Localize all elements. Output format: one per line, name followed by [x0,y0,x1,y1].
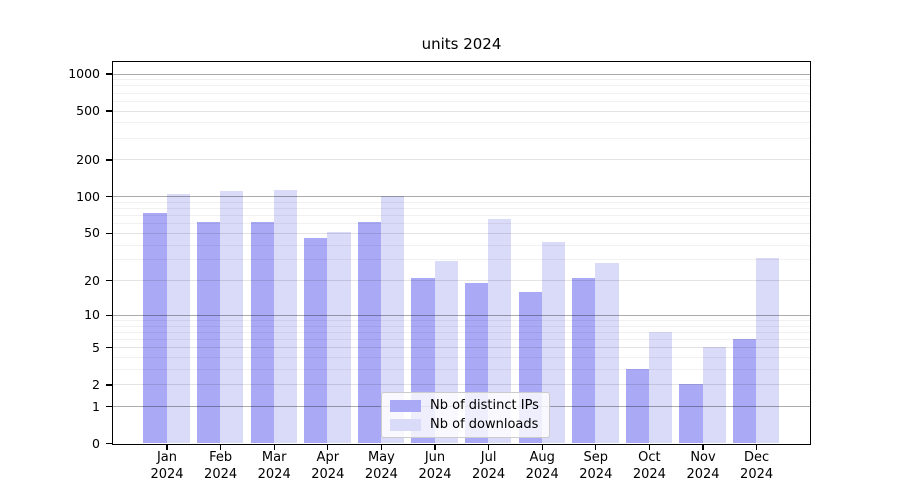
bar-distinct-ips-11 [679,384,703,444]
x-tick-mark [166,445,168,450]
y-tick-label: 5 [92,339,100,355]
bar-downloads-3 [273,190,297,444]
x-tick-label: Oct 2024 [632,450,666,482]
legend-item-distinct-ips: Nb of distinct IPs [390,398,539,413]
x-tick-mark [273,445,275,450]
y-tick-mark [106,347,113,349]
y-tick-label: 500 [76,102,100,118]
gridline-minor [113,79,810,81]
x-tick-mark [541,445,543,450]
x-tick-mark [219,445,222,450]
y-tick-mark [106,280,113,282]
x-tick-mark [755,445,758,450]
gridline [113,196,810,198]
bar-downloads-11 [702,347,726,444]
bar-downloads-5 [381,196,405,444]
x-tick-mark [380,445,383,450]
y-tick-label: 100 [76,188,100,204]
x-tick-mark [434,445,436,450]
y-tick-mark [106,384,113,386]
gridline-minor [113,122,810,124]
y-tick-label: 20 [84,272,100,288]
y-tick-mark [106,159,113,161]
legend-swatch-downloads [390,418,421,431]
gridline-minor [113,208,810,210]
plot-area [112,61,811,445]
x-tick-label: Feb 2024 [204,450,238,482]
chart-title: units 2024 [421,35,502,53]
gridline [113,110,810,112]
bar-downloads-1 [166,194,190,444]
x-tick-label: Jan 2024 [150,450,184,482]
x-tick-label: Apr 2024 [311,450,345,482]
legend-label-distinct-ips: Nb of distinct IPs [430,398,539,413]
y-tick-mark [106,73,113,75]
y-tick-mark [106,195,113,198]
bar-distinct-ips-10 [625,369,649,444]
bar-distinct-ips-3 [250,221,274,444]
bar-distinct-ips-9 [572,277,596,444]
bar-downloads-9 [595,263,619,444]
legend-label-downloads: Nb of downloads [430,417,539,432]
legend-swatch-distinct-ips [390,399,421,412]
gridline-minor [113,85,810,87]
gridline-minor [113,100,810,102]
x-tick-mark [327,445,329,450]
y-tick-mark [106,405,113,408]
gridline-minor [113,215,810,217]
x-tick-label: Dec 2024 [740,450,774,482]
gridline-minor [113,201,810,203]
y-tick-label: 10 [84,307,100,323]
bar-downloads-12 [756,257,780,444]
bar-downloads-7 [488,219,512,444]
bar-distinct-ips-4 [304,238,328,444]
y-tick-mark [106,442,113,445]
y-tick-label: 1000 [68,65,100,81]
y-tick-mark [106,314,113,316]
bar-downloads-4 [327,231,351,444]
x-tick-label: Mar 2024 [257,450,291,482]
y-tick-mark [106,110,113,112]
x-tick-label: May 2024 [364,450,398,482]
gridline-minor [113,137,810,139]
bar-distinct-ips-1 [143,212,167,444]
x-tick-mark [648,445,651,450]
bar-downloads-10 [649,331,673,444]
x-tick-label: Sep 2024 [579,450,613,482]
gridline [113,159,810,161]
y-tick-label: 2 [92,376,100,392]
bar-distinct-ips-5 [357,221,381,444]
x-tick-label: Aug 2024 [525,450,559,482]
bar-distinct-ips-12 [733,339,757,444]
x-tick-label: Jul 2024 [472,450,506,482]
x-tick-mark [487,445,490,450]
legend-item-downloads: Nb of downloads [390,417,539,432]
x-tick-label: Jun 2024 [418,450,452,482]
y-tick-label: 0 [92,435,100,451]
x-tick-label: Nov 2024 [686,450,720,482]
y-tick-label: 200 [76,151,100,167]
y-tick-label: 1 [92,398,100,414]
x-tick-mark [702,445,704,450]
y-tick-mark [106,232,113,234]
gridline-minor [113,92,810,94]
bar-distinct-ips-2 [197,221,221,444]
x-tick-mark [595,445,597,450]
gridline [113,73,810,75]
y-tick-label: 50 [84,225,100,241]
legend: Nb of distinct IPs Nb of downloads [381,392,550,438]
bar-downloads-2 [220,191,244,444]
